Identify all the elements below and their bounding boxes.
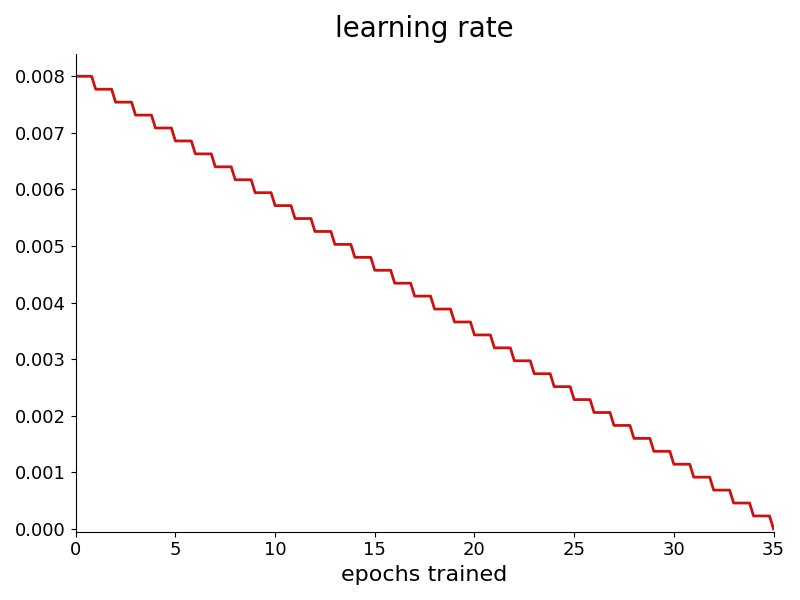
X-axis label: epochs trained: epochs trained [342,565,508,585]
Title: learning rate: learning rate [335,15,514,43]
